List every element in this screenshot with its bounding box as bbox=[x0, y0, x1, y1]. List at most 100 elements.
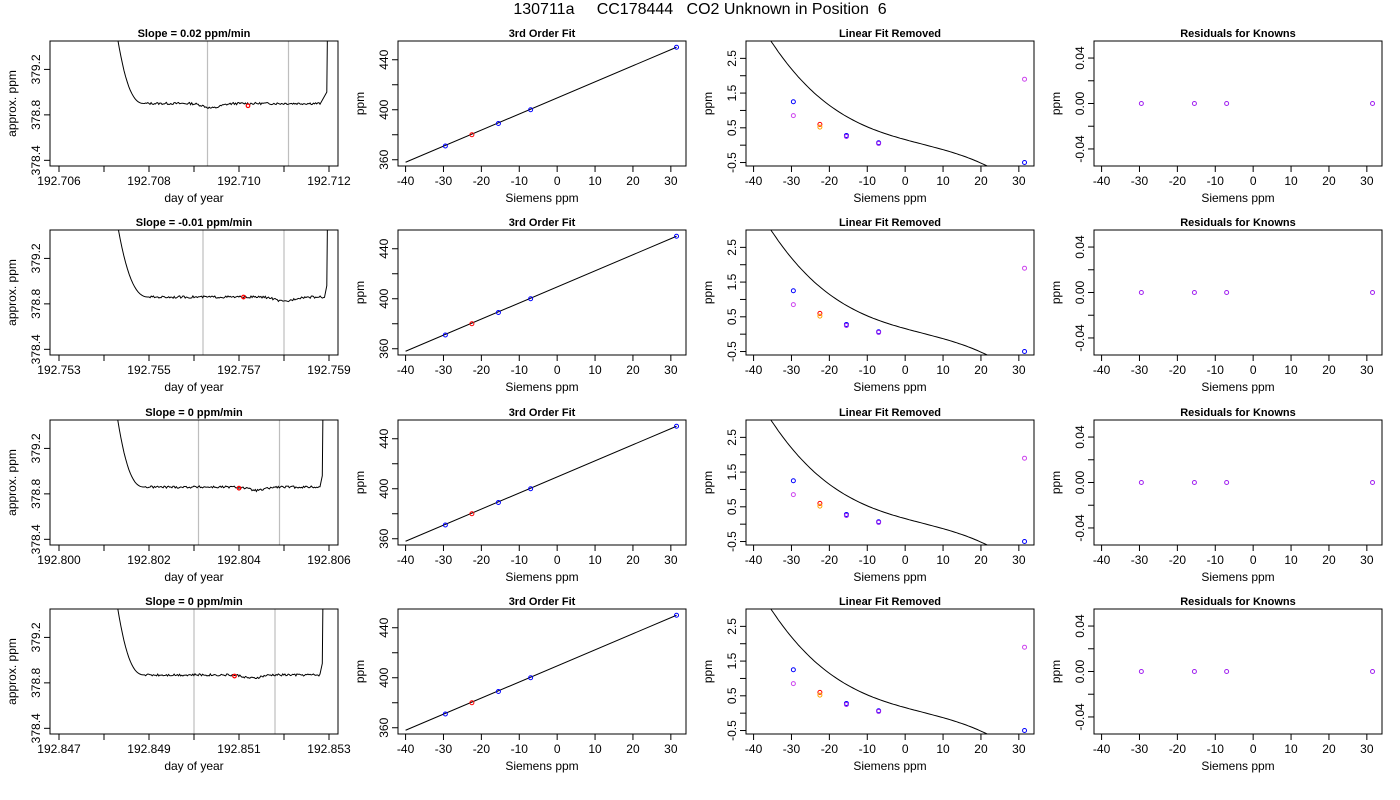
data-point bbox=[876, 329, 882, 335]
x-tick-label: 30 bbox=[664, 363, 678, 377]
data-point bbox=[1022, 728, 1028, 734]
y-tick-label: 378.4 bbox=[29, 524, 43, 554]
x-tick-label: -40 bbox=[745, 742, 763, 756]
plot-frame bbox=[397, 419, 687, 546]
plot-frame bbox=[1093, 419, 1383, 546]
y-tick-label: 378.4 bbox=[29, 334, 43, 364]
x-axis-label: Siemens ppm bbox=[1201, 570, 1274, 584]
y-tick-label: 378.8 bbox=[29, 668, 43, 698]
panel-title: Slope = 0.02 ppm/min bbox=[138, 28, 251, 40]
x-tick-label: -20 bbox=[1169, 174, 1187, 188]
x-tick-label: -40 bbox=[1093, 742, 1111, 756]
plot-frame bbox=[49, 608, 339, 735]
data-point bbox=[817, 503, 823, 509]
data-point bbox=[843, 133, 849, 139]
x-tick-label: 10 bbox=[1284, 553, 1298, 567]
x-tick-label: 20 bbox=[1322, 363, 1336, 377]
data-point bbox=[495, 310, 501, 315]
x-tick-label: 10 bbox=[936, 742, 950, 756]
x-tick-label: 192.712 bbox=[307, 174, 351, 188]
x-tick-label: 10 bbox=[1284, 363, 1298, 377]
page-title: 130711a CC178444 CO2 Unknown in Position… bbox=[513, 1, 887, 18]
y-tick-label: 360 bbox=[377, 717, 391, 737]
panel-title: Linear Fit Removed bbox=[839, 407, 941, 419]
x-tick-label: 0 bbox=[902, 553, 909, 567]
data-point bbox=[790, 492, 796, 498]
data-point bbox=[528, 675, 534, 681]
x-tick-label: -10 bbox=[511, 363, 529, 377]
data-point bbox=[1191, 290, 1197, 295]
x-tick-label: -10 bbox=[1207, 363, 1225, 377]
plot-frame bbox=[745, 40, 1035, 167]
x-tick-label: -30 bbox=[435, 742, 453, 756]
panel-title: Residuals for Knowns bbox=[1180, 596, 1296, 608]
x-tick-label: -30 bbox=[783, 174, 801, 188]
plot-area bbox=[1138, 480, 1376, 485]
x-tick-label: -30 bbox=[1131, 174, 1149, 188]
y-tick-label: 379.2 bbox=[29, 433, 43, 463]
y-tick-label: 360 bbox=[377, 528, 391, 548]
y-tick-label: 0.00 bbox=[1073, 280, 1087, 304]
data-point bbox=[1022, 455, 1028, 461]
x-tick-label: 30 bbox=[1012, 174, 1026, 188]
y-tick-label: 378.8 bbox=[29, 289, 43, 319]
y-tick-label: 378.8 bbox=[29, 479, 43, 509]
x-tick-label: 20 bbox=[1322, 742, 1336, 756]
x-tick-label: 10 bbox=[588, 553, 602, 567]
data-point bbox=[790, 667, 796, 673]
panel-1-2: 3rd Order Fit Siemens ppm ppm -40 -30 -20 -10 0… bbox=[353, 28, 687, 205]
data-point bbox=[674, 233, 680, 239]
y-tick-label: 1.5 bbox=[725, 463, 739, 480]
x-tick-label: -10 bbox=[859, 553, 877, 567]
x-tick-label: -30 bbox=[783, 742, 801, 756]
plot-frame bbox=[1093, 40, 1383, 167]
x-tick-label: 30 bbox=[664, 553, 678, 567]
data-trace bbox=[117, 41, 328, 110]
plot-area bbox=[770, 609, 1028, 734]
x-axis-label: Siemens ppm bbox=[853, 570, 926, 584]
data-point bbox=[469, 321, 475, 327]
data-point bbox=[1138, 669, 1144, 674]
data-point bbox=[1022, 160, 1028, 166]
y-tick-label: 400 bbox=[377, 99, 391, 119]
x-tick-label: -40 bbox=[745, 174, 763, 188]
y-tick-label: 0.5 bbox=[725, 308, 739, 325]
x-tick-label: 20 bbox=[974, 363, 988, 377]
x-tick-label: -30 bbox=[435, 363, 453, 377]
x-tick-label: 10 bbox=[588, 174, 602, 188]
fit-line bbox=[405, 235, 677, 352]
data-point bbox=[876, 519, 882, 525]
x-axis-label: Siemens ppm bbox=[505, 759, 578, 773]
data-point bbox=[674, 612, 680, 618]
data-point bbox=[1370, 290, 1376, 295]
x-tick-label: 30 bbox=[664, 742, 678, 756]
panel-title: Slope = 0 ppm/min bbox=[145, 407, 243, 419]
x-tick-label: -20 bbox=[473, 363, 491, 377]
x-tick-label: 10 bbox=[588, 742, 602, 756]
panel-title: Slope = -0.01 ppm/min bbox=[136, 217, 253, 229]
x-tick-label: -20 bbox=[1169, 363, 1187, 377]
data-trace bbox=[117, 420, 324, 493]
data-point bbox=[843, 701, 849, 707]
x-tick-label: -20 bbox=[1169, 742, 1187, 756]
plot-frame bbox=[745, 229, 1035, 356]
x-tick-label: -10 bbox=[859, 363, 877, 377]
y-tick-label: 0.04 bbox=[1073, 235, 1087, 259]
data-point bbox=[790, 99, 796, 105]
x-axis-label: Siemens ppm bbox=[505, 380, 578, 394]
x-tick-label: -40 bbox=[397, 553, 415, 567]
plot-frame bbox=[1093, 608, 1383, 735]
y-axis-label: ppm bbox=[353, 660, 367, 683]
data-point bbox=[1370, 480, 1376, 485]
x-tick-label: -10 bbox=[1207, 553, 1225, 567]
data-point bbox=[241, 294, 246, 300]
y-tick-label: 440 bbox=[377, 617, 391, 637]
data-point bbox=[528, 107, 534, 113]
y-axis-label: ppm bbox=[353, 92, 367, 115]
y-axis-label: ppm bbox=[353, 281, 367, 304]
y-tick-label: 0.00 bbox=[1073, 659, 1087, 683]
x-tick-label: 20 bbox=[974, 553, 988, 567]
y-tick-label: 1.5 bbox=[725, 652, 739, 669]
data-point bbox=[495, 689, 501, 694]
x-tick-label: 10 bbox=[1284, 174, 1298, 188]
